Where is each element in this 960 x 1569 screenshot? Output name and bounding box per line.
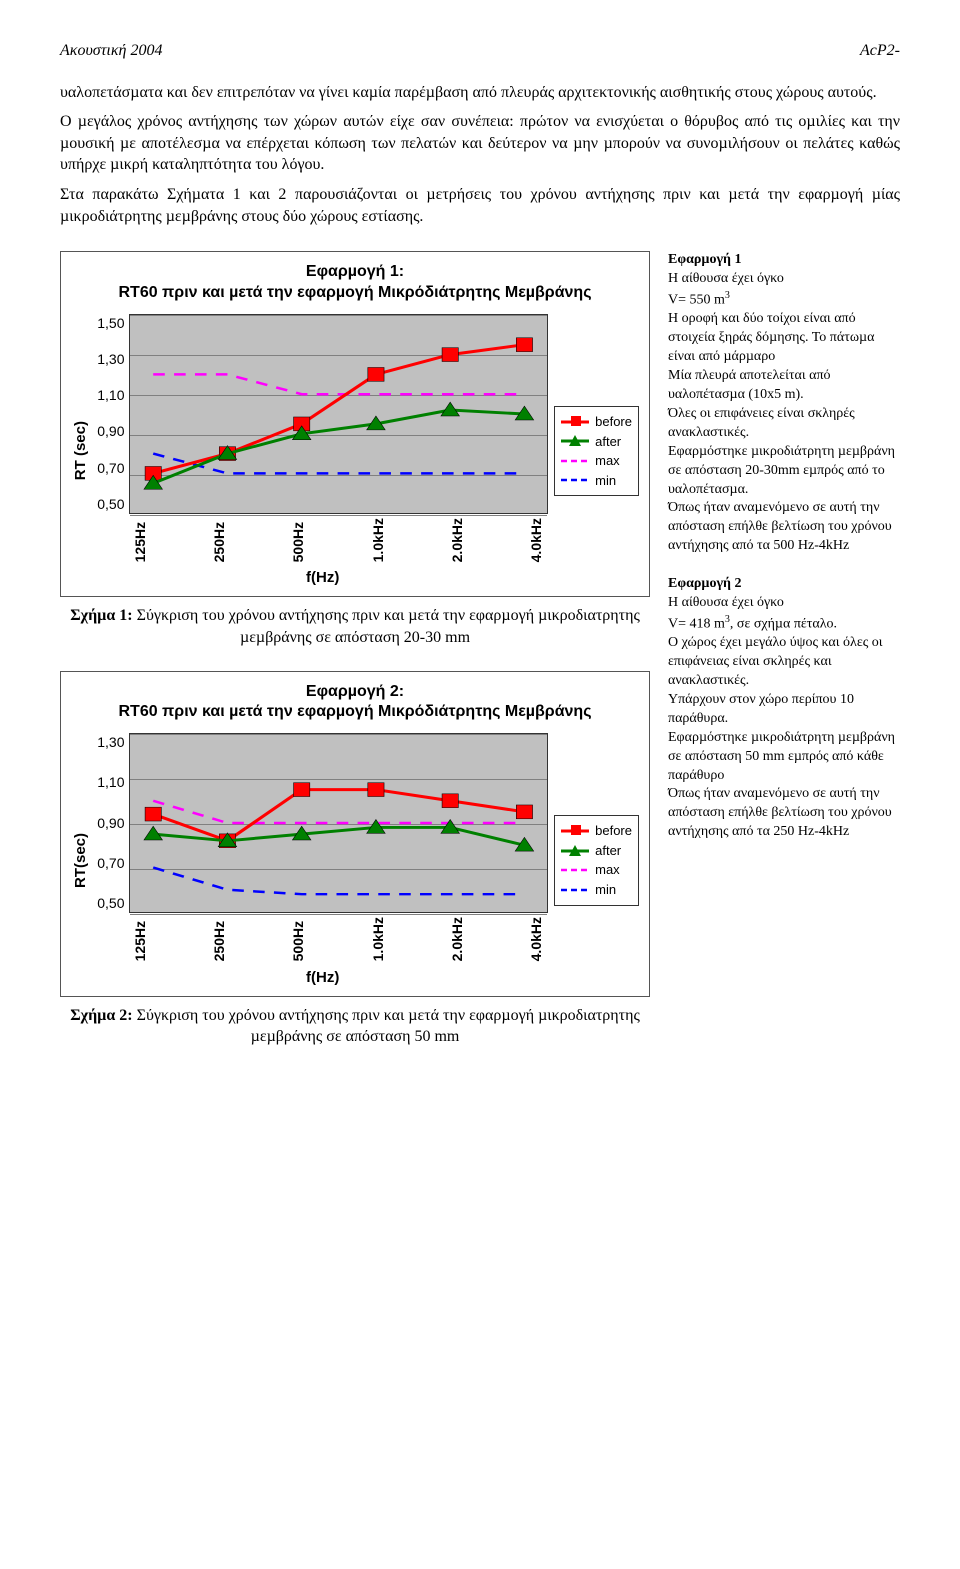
xtick-label: 2.0kHz bbox=[448, 917, 467, 961]
header-right: AcP2- bbox=[860, 40, 900, 62]
legend-item-max: max bbox=[561, 861, 632, 879]
legend-label: before bbox=[595, 413, 632, 431]
legend-label: after bbox=[595, 433, 621, 451]
ytick-label: 0,50 bbox=[97, 894, 124, 913]
paragraph-3: Στα παρακάτω Σχήµατα 1 και 2 παρουσιάζον… bbox=[60, 184, 900, 227]
series-line-min bbox=[153, 868, 524, 895]
app1-line7: Όπως ήταν αναµενόµενο σε αυτή την απόστα… bbox=[668, 499, 900, 556]
ytick-label: 1,50 bbox=[97, 314, 124, 333]
caption1-bold: Σχήµα 1: bbox=[70, 607, 132, 624]
marker-square bbox=[367, 783, 383, 797]
xtick-label: 250Hz bbox=[210, 518, 229, 562]
ytick-label: 0,50 bbox=[97, 495, 124, 514]
series-line-after bbox=[153, 828, 524, 846]
xtick-label: 125Hz bbox=[131, 917, 150, 961]
chart2-title2: RT60 πριν και µετά την εφαρµογή Μικρόδιά… bbox=[118, 703, 591, 720]
app2-line1: Η αίθουσα έχει όγκο bbox=[668, 594, 900, 613]
chart1-xlabel: f(Hz) bbox=[97, 568, 548, 588]
xtick-label: 500Hz bbox=[289, 518, 308, 562]
ytick-label: 0,90 bbox=[97, 814, 124, 833]
caption-2: Σχήµα 2: Σύγκριση του χρόνου αντήχησης π… bbox=[60, 1005, 650, 1048]
legend-label: min bbox=[595, 472, 616, 490]
marker-square bbox=[516, 338, 532, 352]
legend-item-min: min bbox=[561, 881, 632, 899]
ytick-label: 1,10 bbox=[97, 386, 124, 405]
plot-area bbox=[129, 314, 549, 514]
marker-square bbox=[442, 347, 458, 361]
ytick-label: 0,70 bbox=[97, 459, 124, 478]
ytick-label: 1,30 bbox=[97, 350, 124, 369]
marker-square bbox=[293, 783, 309, 797]
legend-label: min bbox=[595, 881, 616, 899]
chart2-title1: Εφαρµογή 2: bbox=[306, 683, 404, 700]
page-header: Ακουστική 2004 AcP2- bbox=[60, 40, 900, 62]
xtick-label: 1.0kHz bbox=[369, 917, 388, 961]
legend-item-before: before bbox=[561, 413, 632, 431]
xtick-label: 2.0kHz bbox=[448, 518, 467, 562]
app1-line3: Η οροφή και δύο τοίχοι είναι από στοιχεί… bbox=[668, 310, 900, 367]
chart1-title1: Εφαρµογή 1: bbox=[306, 263, 404, 280]
sidebar-notes: Εφαρµογή 1 Η αίθουσα έχει όγκο V= 550 m3… bbox=[668, 251, 900, 1070]
legend-item-before: before bbox=[561, 822, 632, 840]
xtick-label: 1.0kHz bbox=[369, 518, 388, 562]
caption1-rest: Σύγκριση του χρόνου αντήχησης πριν και µ… bbox=[133, 607, 640, 646]
app2-line6: Όπως ήταν αναµενόµενο σε αυτή την απόστα… bbox=[668, 785, 900, 842]
legend-label: before bbox=[595, 822, 632, 840]
marker-square bbox=[145, 807, 161, 821]
chart1-title2: RT60 πριν και µετά την εφαρµογή Μικρόδιά… bbox=[118, 284, 591, 301]
series-line-before bbox=[153, 344, 524, 473]
app1-line6: Εφαρµόστηκε µικροδιάτρητη µεµβράνη σε απ… bbox=[668, 443, 900, 500]
ytick-label: 1,30 bbox=[97, 733, 124, 752]
chart2-ylabel: RT(sec) bbox=[71, 833, 91, 888]
chart2-xlabel: f(Hz) bbox=[97, 968, 548, 988]
plot-area bbox=[129, 733, 549, 913]
xtick-label: 500Hz bbox=[289, 917, 308, 961]
app1-line5: Όλες οι επιφάνειες είναι σκληρές ανακλασ… bbox=[668, 405, 900, 443]
paragraph-2: Ο µεγάλος χρόνος αντήχησης των χώρων αυτ… bbox=[60, 111, 900, 176]
ytick-label: 0,90 bbox=[97, 422, 124, 441]
app2-line3: Ο χώρος έχει µεγάλο ύψος και όλες οι επι… bbox=[668, 634, 900, 691]
app2-line2: V= 418 m3, σε σχήµα πέταλο. bbox=[668, 613, 900, 635]
app1-line1: Η αίθουσα έχει όγκο bbox=[668, 270, 900, 289]
marker-square bbox=[367, 367, 383, 381]
xtick-label: 125Hz bbox=[131, 518, 150, 562]
app1-line4: Μία πλευρά αποτελείται από υαλοπέτασµα (… bbox=[668, 367, 900, 405]
legend-label: max bbox=[595, 452, 620, 470]
app2-heading: Εφαρµογή 2 bbox=[668, 575, 900, 594]
chart2-legend: before aftermax min bbox=[554, 815, 639, 905]
ytick-label: 0,70 bbox=[97, 854, 124, 873]
app2-line5: Εφαρµόστηκε µικροδιάτρητη µεµβράνη σε απ… bbox=[668, 729, 900, 786]
legend-item-max: max bbox=[561, 452, 632, 470]
chart1-legend: before aftermax min bbox=[554, 406, 639, 496]
chart-1-container: Εφαρµογή 1: RT60 πριν και µετά την εφαρµ… bbox=[60, 251, 650, 597]
chart-2-container: Εφαρµογή 2: RT60 πριν και µετά την εφαρµ… bbox=[60, 671, 650, 997]
legend-label: max bbox=[595, 861, 620, 879]
app1-heading: Εφαρµογή 1 bbox=[668, 251, 900, 270]
legend-item-after: after bbox=[561, 842, 632, 860]
app1-line2: V= 550 m3 bbox=[668, 289, 900, 311]
app2-line4: Υπάρχουν στον χώρο περίπου 10 παράθυρα. bbox=[668, 691, 900, 729]
xtick-label: 4.0kHz bbox=[527, 518, 546, 562]
marker-square bbox=[516, 805, 532, 819]
series-line-max bbox=[153, 374, 524, 394]
legend-item-after: after bbox=[561, 433, 632, 451]
caption-1: Σχήµα 1: Σύγκριση του χρόνου αντήχησης π… bbox=[60, 605, 650, 648]
series-line-min bbox=[153, 453, 524, 473]
marker-square bbox=[442, 794, 458, 808]
xtick-label: 250Hz bbox=[210, 917, 229, 961]
caption2-bold: Σχήµα 2: bbox=[70, 1007, 132, 1024]
paragraph-1: υαλοπετάσµατα και δεν επιτρεπόταν να γίν… bbox=[60, 82, 900, 104]
header-left: Ακουστική 2004 bbox=[60, 40, 162, 62]
chart1-ylabel: RT (sec) bbox=[71, 421, 91, 480]
ytick-label: 1,10 bbox=[97, 773, 124, 792]
legend-label: after bbox=[595, 842, 621, 860]
xtick-label: 4.0kHz bbox=[527, 917, 546, 961]
marker-triangle bbox=[143, 826, 162, 840]
legend-item-min: min bbox=[561, 472, 632, 490]
caption2-rest: Σύγκριση του χρόνου αντήχησης πριν και µ… bbox=[133, 1007, 640, 1046]
